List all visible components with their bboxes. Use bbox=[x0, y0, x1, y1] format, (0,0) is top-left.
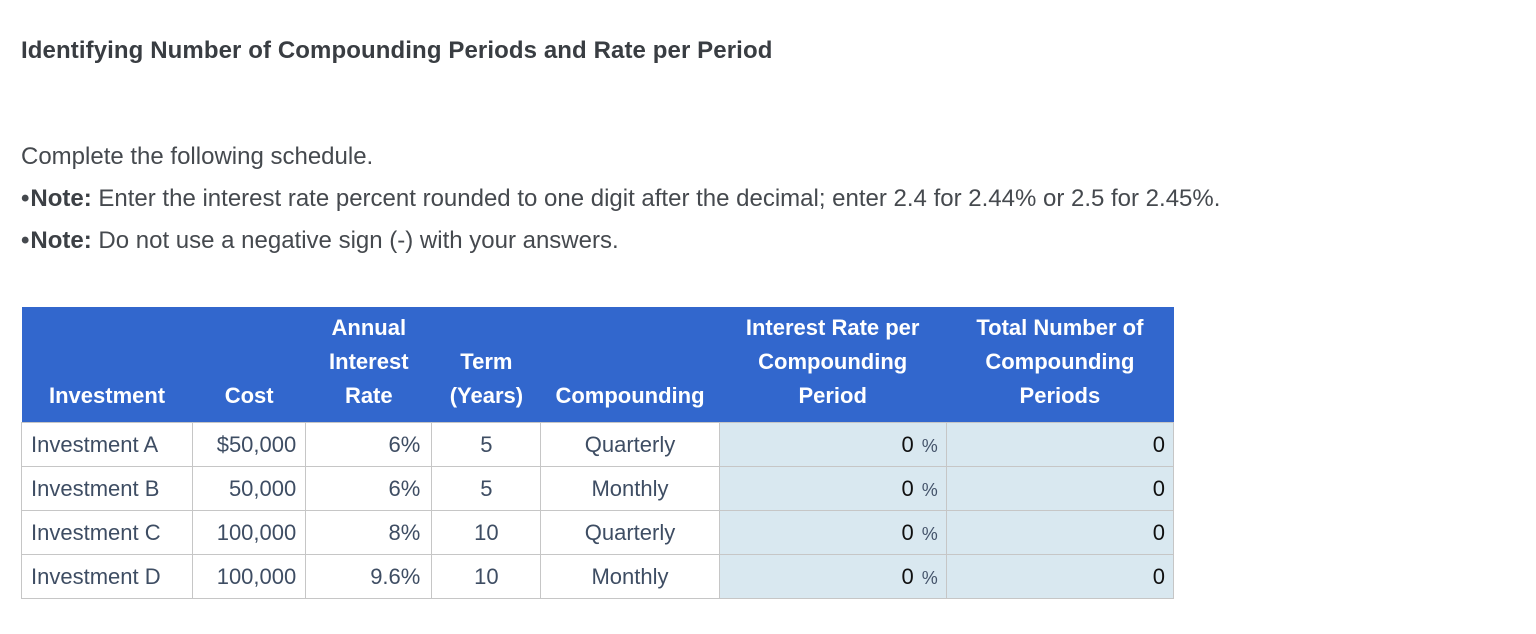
cost-cell: 50,000 bbox=[192, 466, 307, 511]
compounding-cell: Monthly bbox=[540, 554, 720, 599]
total-periods-cell[interactable] bbox=[945, 422, 1175, 467]
table-row-investment-a: Investment A $50,000 6% 5 Quarterly % bbox=[20, 422, 1175, 467]
col-rate-per-period: Interest Rate per Compounding Period bbox=[719, 307, 947, 423]
rate-per-period-input[interactable] bbox=[861, 431, 914, 458]
investment-name-cell: Investment C bbox=[20, 510, 194, 555]
total-periods-cell[interactable] bbox=[945, 554, 1175, 599]
term-cell: 5 bbox=[431, 422, 542, 467]
note-label: Note: bbox=[30, 227, 92, 254]
percent-suffix: % bbox=[921, 479, 938, 500]
rate-per-period-cell[interactable]: % bbox=[718, 466, 947, 511]
percent-suffix: % bbox=[921, 435, 938, 456]
table-row-investment-c: Investment C 100,000 8% 10 Quarterly % bbox=[20, 510, 1175, 555]
cost-cell: $50,000 bbox=[192, 422, 307, 467]
annual-rate-cell: 6% bbox=[305, 466, 433, 511]
note-line-1: •Note: Enter the interest rate percent r… bbox=[21, 178, 1515, 220]
note-text: Enter the interest rate percent rounded … bbox=[91, 185, 1221, 212]
rate-per-period-input[interactable] bbox=[861, 563, 914, 590]
total-periods-input[interactable] bbox=[1095, 519, 1165, 546]
total-periods-cell[interactable] bbox=[945, 510, 1175, 555]
col-annual-rate: Annual Interest Rate bbox=[305, 307, 432, 423]
table-row-investment-b: Investment B 50,000 6% 5 Monthly % bbox=[20, 466, 1175, 511]
col-investment: Investment bbox=[21, 307, 193, 423]
instructions: Complete the following schedule. •Note: … bbox=[21, 136, 1515, 262]
intro-text: Complete the following schedule. bbox=[21, 143, 374, 170]
cost-cell: 100,000 bbox=[192, 510, 307, 555]
note-text: Do not use a negative sign (-) with your… bbox=[91, 227, 619, 254]
rate-per-period-cell[interactable]: % bbox=[718, 510, 947, 555]
investment-name-cell: Investment A bbox=[20, 422, 194, 467]
annual-rate-cell: 6% bbox=[305, 422, 433, 467]
compounding-cell: Quarterly bbox=[540, 510, 720, 555]
term-cell: 5 bbox=[431, 466, 542, 511]
col-compounding: Compounding bbox=[540, 307, 720, 423]
compounding-cell: Monthly bbox=[540, 466, 720, 511]
bullet-icon: • bbox=[21, 185, 30, 212]
total-periods-cell[interactable] bbox=[945, 466, 1175, 511]
total-periods-input[interactable] bbox=[1095, 475, 1165, 502]
note-line-2: •Note: Do not use a negative sign (-) wi… bbox=[21, 220, 1515, 262]
annual-rate-cell: 9.6% bbox=[305, 554, 433, 599]
annual-rate-cell: 8% bbox=[305, 510, 433, 555]
term-cell: 10 bbox=[431, 554, 542, 599]
investment-name-cell: Investment B bbox=[20, 466, 194, 511]
table-row-investment-d: Investment D 100,000 9.6% 10 Monthly % bbox=[20, 554, 1175, 599]
bullet-icon: • bbox=[21, 227, 30, 254]
investment-name-cell: Investment D bbox=[20, 554, 194, 599]
total-periods-input[interactable] bbox=[1095, 431, 1165, 458]
rate-per-period-cell[interactable]: % bbox=[718, 422, 947, 467]
rate-per-period-input[interactable] bbox=[861, 475, 914, 502]
schedule-table: Investment Cost Annual Interest Rate Ter… bbox=[20, 307, 1175, 599]
cost-cell: 100,000 bbox=[192, 554, 307, 599]
col-cost: Cost bbox=[192, 307, 306, 423]
col-term-years: Term (Years) bbox=[431, 307, 541, 423]
percent-suffix: % bbox=[921, 567, 938, 588]
page-title: Identifying Number of Compounding Period… bbox=[21, 37, 773, 64]
rate-per-period-input[interactable] bbox=[861, 519, 914, 546]
percent-suffix: % bbox=[921, 523, 938, 544]
term-cell: 10 bbox=[431, 510, 542, 555]
compounding-cell: Quarterly bbox=[540, 422, 720, 467]
table-header: Investment Cost Annual Interest Rate Ter… bbox=[21, 307, 1174, 423]
note-label: Note: bbox=[30, 185, 92, 212]
rate-per-period-cell[interactable]: % bbox=[718, 554, 947, 599]
col-total-periods: Total Number of Compounding Periods bbox=[946, 307, 1174, 423]
total-periods-input[interactable] bbox=[1095, 563, 1165, 590]
